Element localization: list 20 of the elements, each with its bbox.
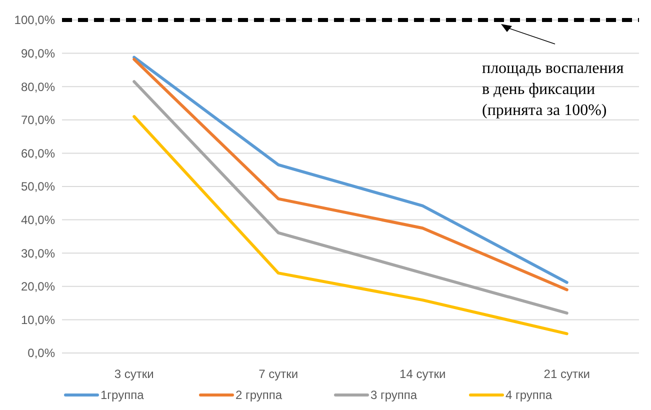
- y-tick-label: 0,0%: [28, 346, 56, 360]
- y-tick-label: 60,0%: [20, 146, 56, 160]
- y-tick-label: 90,0%: [20, 46, 56, 60]
- y-tick-label: 40,0%: [20, 213, 56, 227]
- y-tick-label: 80,0%: [20, 80, 56, 94]
- y-tick-label: 70,0%: [20, 113, 56, 128]
- y-tick-label: 10,0%: [20, 312, 56, 327]
- annotation: площадь воспаления в день фиксации (принята за 100%): [482, 60, 624, 119]
- y-tick-label: 30,0%: [20, 246, 56, 260]
- legend-label: 2 группа: [236, 388, 282, 402]
- x-tick-label: 7 сутки: [258, 367, 298, 382]
- y-tick-label: 50,0%: [20, 180, 56, 194]
- legend-label: 1группа: [100, 388, 144, 402]
- legend-label: 3 группа: [370, 388, 418, 402]
- x-tick-label: 14 сутки: [400, 367, 446, 382]
- y-tick-label: 20,0%: [20, 280, 56, 294]
- x-tick-label: 3 сутки: [114, 367, 154, 382]
- legend-label: 4 группа: [506, 388, 552, 402]
- x-tick-label: 21 сутки: [544, 367, 590, 382]
- y-tick-label: 100,0%: [14, 13, 56, 28]
